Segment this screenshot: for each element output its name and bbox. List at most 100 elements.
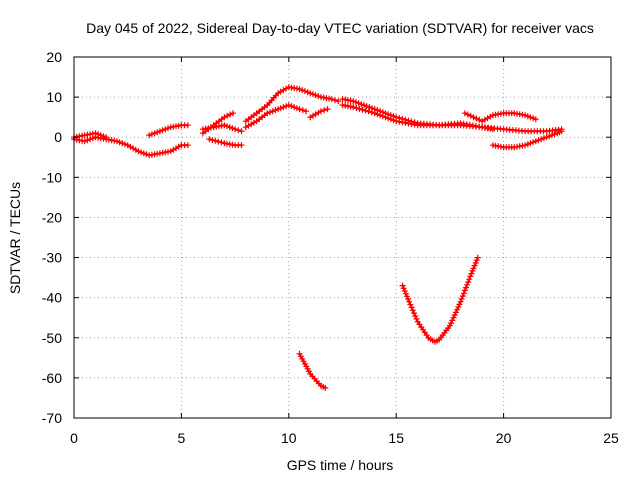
data-point xyxy=(288,103,295,110)
data-point xyxy=(359,106,366,113)
data-point xyxy=(467,112,474,119)
data-point xyxy=(212,137,219,144)
data-point xyxy=(224,112,231,119)
data-point xyxy=(159,127,166,134)
data-point xyxy=(522,142,529,149)
data-point xyxy=(527,140,534,147)
data-point xyxy=(312,92,319,99)
data-point xyxy=(122,141,128,148)
series-arc-11 xyxy=(339,102,496,133)
data-point xyxy=(532,138,539,145)
data-point xyxy=(269,108,276,115)
data-point xyxy=(291,104,298,111)
y-tick-label: -40 xyxy=(42,290,62,306)
data-point xyxy=(470,114,477,121)
y-axis-label: SDTVAR / TECUs xyxy=(7,182,23,294)
y-tick-label: -50 xyxy=(42,330,62,346)
x-tick-label: 0 xyxy=(70,430,78,446)
data-point xyxy=(328,96,335,103)
data-point xyxy=(229,125,236,132)
data-point xyxy=(352,99,359,106)
data-point xyxy=(307,90,314,97)
y-tick-label: -30 xyxy=(42,250,62,266)
series-line xyxy=(401,256,479,343)
data-point xyxy=(232,126,239,133)
series-arc-2 xyxy=(71,130,110,141)
data-point xyxy=(350,98,357,105)
data-point xyxy=(226,124,233,131)
data-point xyxy=(401,288,408,294)
data-point xyxy=(409,307,416,314)
data-point xyxy=(524,141,531,148)
data-point xyxy=(466,276,473,283)
series-arc-1 xyxy=(71,134,191,159)
data-point xyxy=(138,149,145,156)
data-point xyxy=(407,301,414,308)
data-point xyxy=(277,105,284,112)
data-point xyxy=(450,314,457,321)
data-point xyxy=(408,304,415,311)
series-arc-5 xyxy=(199,122,245,135)
data-point xyxy=(377,112,384,119)
data-point xyxy=(473,115,480,122)
data-point xyxy=(148,131,155,138)
y-tick-label: -20 xyxy=(42,209,62,225)
data-point xyxy=(471,262,478,269)
data-point xyxy=(461,110,468,117)
data-point xyxy=(551,131,558,138)
data-point xyxy=(406,298,413,305)
x-tick-label: 5 xyxy=(178,430,186,446)
data-point xyxy=(467,273,474,280)
data-point xyxy=(400,285,407,292)
data-point xyxy=(461,287,468,294)
data-point xyxy=(301,88,308,95)
data-point xyxy=(95,131,102,138)
data-point xyxy=(332,97,338,104)
series-arc-4 xyxy=(199,110,236,137)
data-point xyxy=(524,113,531,120)
data-point xyxy=(299,107,306,114)
data-point xyxy=(184,122,191,129)
data-point xyxy=(390,117,397,124)
data-point xyxy=(272,107,279,114)
data-point xyxy=(546,133,553,140)
plot-frame xyxy=(73,56,612,419)
data-point xyxy=(454,306,461,313)
x-tick-label: 15 xyxy=(388,430,404,446)
data-point xyxy=(412,313,419,319)
data-point xyxy=(379,113,386,120)
data-point xyxy=(365,108,372,115)
series-arc-15 xyxy=(399,254,481,345)
data-point xyxy=(165,125,171,132)
data-point xyxy=(215,138,222,145)
data-point xyxy=(468,270,475,277)
data-point xyxy=(184,142,191,149)
data-point xyxy=(162,126,169,133)
data-point xyxy=(459,293,466,300)
data-point xyxy=(355,100,362,107)
data-point xyxy=(476,116,483,123)
data-point xyxy=(535,137,542,144)
data-point xyxy=(81,138,88,145)
data-point xyxy=(371,110,378,117)
series-line xyxy=(341,98,563,133)
data-point xyxy=(264,110,271,117)
data-point xyxy=(280,104,287,111)
data-point xyxy=(283,103,290,110)
data-point xyxy=(285,102,292,109)
data-point xyxy=(140,150,147,157)
data-point xyxy=(530,139,537,146)
data-point xyxy=(464,281,471,288)
data-point xyxy=(209,137,216,143)
data-point xyxy=(224,123,230,130)
x-tick-label: 10 xyxy=(281,430,297,446)
data-point xyxy=(318,108,324,115)
data-point xyxy=(385,115,392,122)
data-point xyxy=(358,101,365,108)
data-point xyxy=(304,89,311,96)
data-point xyxy=(363,103,370,110)
series-arc-6 xyxy=(206,136,245,149)
series-arc-3 xyxy=(146,122,191,139)
data-point xyxy=(356,105,363,112)
